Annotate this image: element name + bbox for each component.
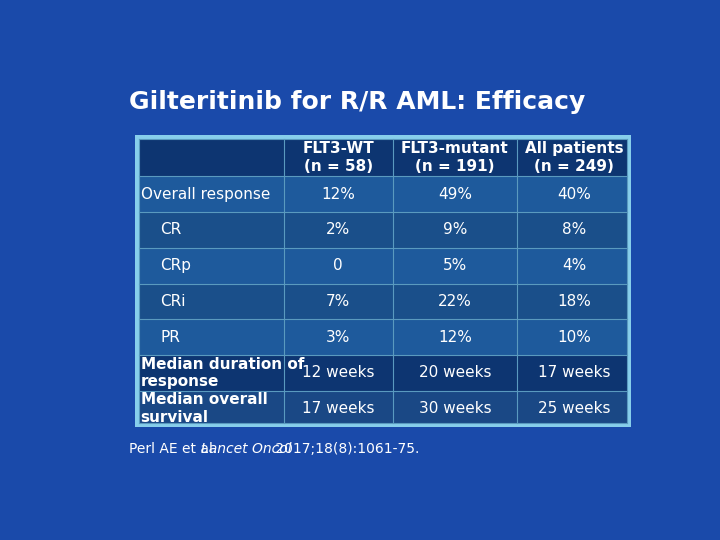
Text: Lancet Oncol: Lancet Oncol — [201, 442, 292, 456]
Text: Gilteritinib for R/R AML: Efficacy: Gilteritinib for R/R AML: Efficacy — [129, 90, 585, 114]
FancyBboxPatch shape — [139, 176, 627, 212]
FancyBboxPatch shape — [139, 212, 627, 248]
Text: 22%: 22% — [438, 294, 472, 309]
Text: Overall response: Overall response — [140, 187, 270, 201]
Text: 17 weeks: 17 weeks — [538, 366, 611, 380]
Text: 17 weeks: 17 weeks — [302, 401, 374, 416]
Text: PR: PR — [161, 329, 180, 345]
FancyBboxPatch shape — [135, 136, 631, 427]
Text: 12%: 12% — [321, 187, 355, 201]
Text: 0: 0 — [333, 258, 343, 273]
Text: CR: CR — [161, 222, 181, 238]
Text: 2017;18(8):1061-75.: 2017;18(8):1061-75. — [271, 442, 420, 456]
Text: All patients
(n = 249): All patients (n = 249) — [525, 141, 624, 174]
Text: FLT3-WT
(n = 58): FLT3-WT (n = 58) — [302, 141, 374, 174]
FancyBboxPatch shape — [139, 355, 627, 391]
FancyBboxPatch shape — [139, 248, 627, 284]
Text: 8%: 8% — [562, 222, 586, 238]
Text: Median overall
survival: Median overall survival — [140, 393, 267, 425]
Text: 3%: 3% — [326, 329, 351, 345]
Text: 12 weeks: 12 weeks — [302, 366, 374, 380]
Text: 2%: 2% — [326, 222, 351, 238]
FancyBboxPatch shape — [139, 319, 627, 355]
Text: 25 weeks: 25 weeks — [538, 401, 611, 416]
Text: CRi: CRi — [161, 294, 186, 309]
Text: Median duration of
response: Median duration of response — [140, 357, 304, 389]
Text: 7%: 7% — [326, 294, 351, 309]
Text: 9%: 9% — [443, 222, 467, 238]
Text: 5%: 5% — [443, 258, 467, 273]
FancyBboxPatch shape — [90, 65, 648, 481]
FancyBboxPatch shape — [139, 284, 627, 319]
Text: CRp: CRp — [161, 258, 192, 273]
Text: 49%: 49% — [438, 187, 472, 201]
Text: 4%: 4% — [562, 258, 586, 273]
Text: 10%: 10% — [557, 329, 591, 345]
FancyBboxPatch shape — [139, 391, 627, 423]
Text: 18%: 18% — [557, 294, 591, 309]
Text: 12%: 12% — [438, 329, 472, 345]
Text: 40%: 40% — [557, 187, 591, 201]
Text: 20 weeks: 20 weeks — [419, 366, 491, 380]
FancyBboxPatch shape — [139, 139, 627, 176]
Text: 30 weeks: 30 weeks — [418, 401, 491, 416]
Text: Perl AE et al.: Perl AE et al. — [129, 442, 222, 456]
Text: FLT3-mutant
(n = 191): FLT3-mutant (n = 191) — [401, 141, 509, 174]
